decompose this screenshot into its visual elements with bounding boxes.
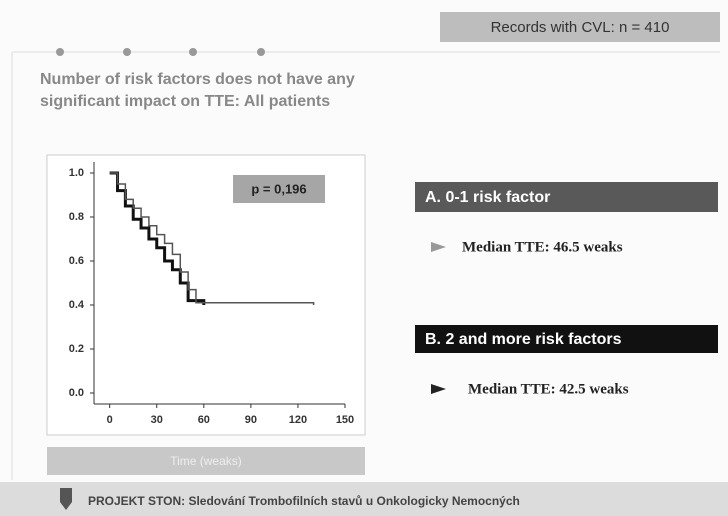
x-label-box (47, 447, 365, 475)
group-box (415, 325, 718, 353)
x-axis-label: Time (weaks) (170, 454, 242, 468)
heading: significant impact on TTE: All patients (40, 93, 330, 110)
group-box (415, 182, 718, 212)
group-label: A. 0-1 risk factor (425, 189, 550, 206)
median: Median TTE: 42.5 weaks (468, 381, 629, 397)
heading: Number of risk factors does not have any (40, 71, 355, 88)
records-label: Records with CVL: n = 410 (491, 19, 670, 36)
y-tick-label: 1.0 (69, 167, 84, 179)
x-tick-label: 120 (289, 414, 307, 426)
p-value: p = 0,196 (251, 181, 306, 196)
records-box (440, 12, 720, 42)
median: Median TTE: 46.5 weaks (462, 239, 623, 255)
x-tick-label: 30 (151, 414, 163, 426)
x-tick-label: 150 (336, 414, 354, 426)
y-tick-label: 0.6 (69, 255, 84, 267)
logo (60, 488, 72, 510)
dot (257, 48, 265, 56)
dot (123, 48, 131, 56)
dot (189, 48, 197, 56)
group-label: B. 2 and more risk factors (425, 331, 622, 348)
footer-bar (0, 482, 728, 516)
y-tick-label: 0.2 (69, 343, 84, 355)
x-tick-label: 90 (245, 414, 257, 426)
footer-text: PROJEKT STON: Sledování Trombofilních st… (88, 494, 520, 508)
bullet-arrow (431, 242, 446, 252)
y-tick-label: 0.0 (69, 387, 84, 399)
dot (56, 48, 64, 56)
x-tick-label: 0 (107, 414, 113, 426)
p-box (233, 175, 325, 203)
x-tick-label: 60 (198, 414, 210, 426)
y-tick-label: 0.4 (69, 299, 85, 311)
y-tick-label: 0.8 (69, 211, 84, 223)
survival-curve (109, 172, 315, 305)
bullet-arrow (431, 384, 446, 394)
survival-curve (109, 171, 206, 305)
